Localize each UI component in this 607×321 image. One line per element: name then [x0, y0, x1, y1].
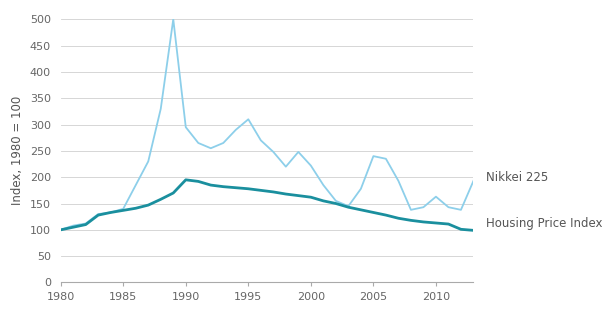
Text: Nikkei 225: Nikkei 225 [486, 171, 548, 184]
Y-axis label: Index, 1980 = 100: Index, 1980 = 100 [12, 96, 24, 205]
Text: Housing Price Index: Housing Price Index [486, 217, 602, 230]
